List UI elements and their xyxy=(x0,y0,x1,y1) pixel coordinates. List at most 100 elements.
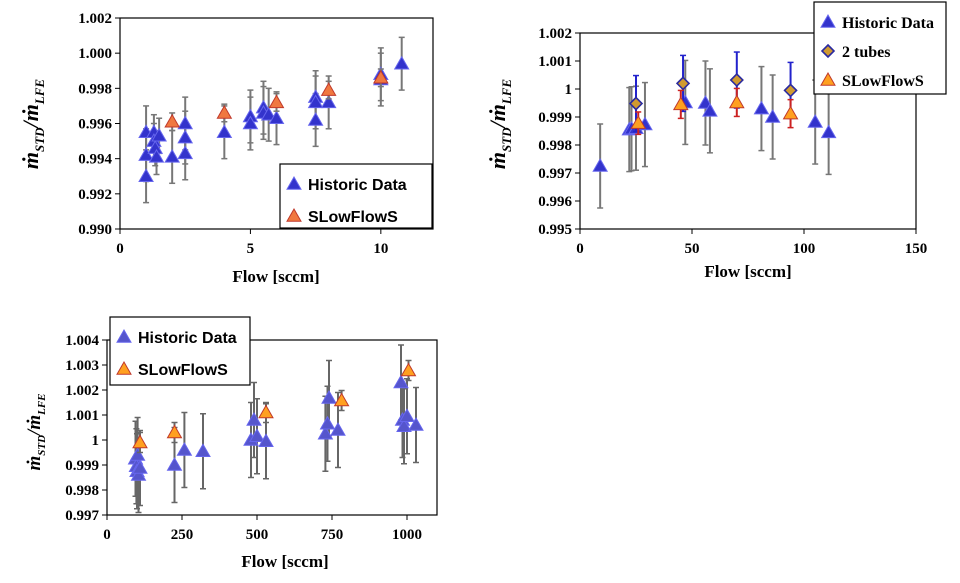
legend-marker xyxy=(820,13,836,28)
data-point xyxy=(164,113,181,128)
legend-marker xyxy=(286,175,302,190)
data-point xyxy=(764,108,781,123)
x-tick-label: 250 xyxy=(171,527,194,543)
data-point xyxy=(138,168,154,182)
y-tick-label: 1 xyxy=(565,82,573,98)
y-tick-label: 0.997 xyxy=(65,508,99,524)
legend-box xyxy=(109,316,251,386)
legend-label: SLowFlowS xyxy=(308,209,398,226)
data-point xyxy=(628,96,644,111)
y-tick-label: 1 xyxy=(92,433,100,449)
data-point xyxy=(400,362,417,377)
y-tick-label: 0.998 xyxy=(538,138,572,154)
chart-flow-mid: ṁSTD/ṁLFE Flow [sccm] 0.9950.9960.9970.9… xyxy=(485,1,947,281)
series-slowflows xyxy=(164,68,389,132)
y-tick-label: 1.002 xyxy=(78,11,112,27)
series-historic-data xyxy=(592,59,837,209)
y-tick-label: 0.996 xyxy=(538,194,572,210)
data-point xyxy=(783,83,798,98)
data-point xyxy=(216,104,233,119)
legend: Historic Data SLowFlowS xyxy=(109,316,251,386)
legend-label: Historic Data xyxy=(308,177,407,194)
data-point xyxy=(728,94,745,109)
chart3-ylabel: ṁSTD/ṁLFE xyxy=(24,393,48,470)
chart3-xlabel: Flow [sccm] xyxy=(241,552,328,571)
data-point xyxy=(782,105,799,120)
legend-box xyxy=(279,163,433,229)
y-tick-label: 1.002 xyxy=(538,26,572,42)
x-tick-label: 100 xyxy=(793,241,816,257)
y-tick-label: 0.998 xyxy=(78,81,112,97)
plot-frame xyxy=(579,32,917,230)
y-tick-label: 0.997 xyxy=(538,166,572,182)
data-point xyxy=(132,459,148,474)
data-point xyxy=(258,404,274,419)
data-point xyxy=(166,456,183,471)
data-point xyxy=(148,148,165,163)
series-slowflows xyxy=(630,87,799,136)
data-point xyxy=(246,411,262,426)
legend-label: SLowFlowS xyxy=(138,362,228,379)
series-slowflows xyxy=(132,359,417,454)
data-point xyxy=(164,148,181,163)
legend-marker xyxy=(820,43,836,59)
data-point xyxy=(702,102,718,117)
legend-marker xyxy=(820,71,836,86)
y-tick-label: 0.999 xyxy=(538,110,572,126)
data-point xyxy=(249,428,265,442)
data-point xyxy=(130,466,147,481)
data-point xyxy=(132,434,148,449)
chart1-ylabel: ṁSTD/ṁLFE xyxy=(18,79,47,170)
chart2-xlabel: Flow [sccm] xyxy=(704,262,791,281)
data-point xyxy=(195,443,211,457)
data-point xyxy=(307,94,324,109)
y-tick-label: 0.992 xyxy=(78,187,112,203)
x-tick-label: 10 xyxy=(373,241,388,257)
data-point xyxy=(176,441,193,456)
chart2-ylabel: ṁSTD/ṁLFE xyxy=(485,79,514,170)
data-point xyxy=(242,115,259,130)
data-point xyxy=(216,124,233,139)
data-point xyxy=(753,100,770,115)
data-point xyxy=(399,408,415,422)
y-tick-label: 1.000 xyxy=(78,46,112,62)
legend-box xyxy=(813,1,947,95)
data-point xyxy=(330,421,346,436)
data-point xyxy=(807,114,824,128)
chart1-plot: 0.990 0.992 0.994 0.996 0.998 1.000 1.002 0 5 10 H… xyxy=(78,11,434,257)
y-tick-label: 1.001 xyxy=(538,54,572,70)
y-tick-label: 0.996 xyxy=(78,117,112,133)
y-tick-label: 0.994 xyxy=(78,152,112,168)
data-point xyxy=(408,416,424,431)
y-tick-label: 1.002 xyxy=(65,383,99,399)
data-point xyxy=(729,72,744,88)
data-point xyxy=(177,129,194,144)
data-point xyxy=(393,55,410,70)
data-point xyxy=(320,82,337,96)
data-point xyxy=(319,415,336,430)
series-historic-data xyxy=(127,344,424,514)
x-tick-label: 5 xyxy=(247,241,255,257)
data-point xyxy=(268,94,285,109)
data-point xyxy=(820,124,837,139)
data-point xyxy=(630,115,647,129)
y-tick-label: 0.999 xyxy=(65,458,99,474)
plot-frame xyxy=(106,339,438,516)
x-tick-label: 500 xyxy=(246,527,269,543)
x-tick-label: 150 xyxy=(905,241,928,257)
data-point xyxy=(592,157,609,172)
x-tick-label: 0 xyxy=(576,241,584,257)
data-point xyxy=(320,94,337,109)
data-point xyxy=(177,145,194,160)
legend-marker xyxy=(116,360,132,375)
data-point xyxy=(321,389,337,404)
y-tick-label: 1.001 xyxy=(65,408,99,424)
chart1-xlabel: Flow [sccm] xyxy=(232,267,319,286)
y-tick-label: 1.004 xyxy=(65,333,99,349)
data-point xyxy=(317,425,334,440)
chart3-plot: 0.997 0.998 0.999 1 1.001 1.002 1.003 1.004 0 250… xyxy=(65,316,438,543)
x-tick-label: 50 xyxy=(685,241,700,257)
y-tick-label: 0.990 xyxy=(78,222,112,238)
legend-label: 2 tubes xyxy=(842,44,890,61)
